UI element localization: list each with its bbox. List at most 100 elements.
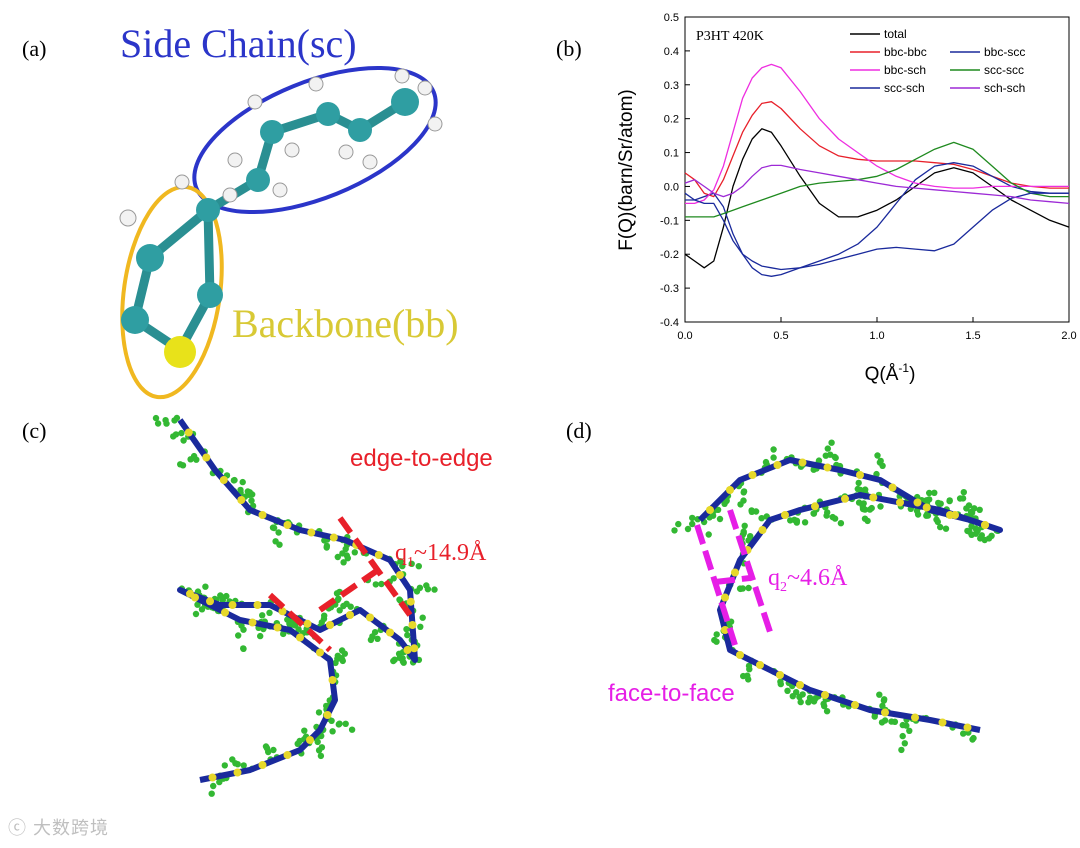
side-chain-label: Side Chain(sc) [120,21,357,66]
side-chain-atom [740,528,747,535]
side-chain-atom [351,549,358,556]
sulfur-atom [706,506,714,514]
sulfur-atom [773,461,782,469]
side-chain-atom [906,727,913,734]
side-chain-atom [748,508,755,515]
face-to-face-label: face-to-face [608,680,735,707]
side-chain-atom [926,489,933,497]
sulfur-atom [248,618,257,627]
side-chain-atom [956,495,964,502]
side-chain-atom [828,439,835,446]
y-tick-label: -0.2 [660,249,679,261]
side-chain-atom [328,717,335,724]
side-chain-atom [946,497,953,505]
side-chain-ellipse [192,65,438,215]
chart-xlabel-sup: -1 [898,361,909,375]
sulfur-atom [821,691,829,699]
side-chain-atom [899,732,906,740]
side-chain-atom [378,580,385,588]
side-chain-atom [762,458,770,466]
y-tick-label: 0.4 [664,46,679,58]
sulfur-atom [841,494,849,503]
side-chain-atom [877,457,884,465]
sulfur-atom [221,608,229,617]
sulfur-atom [406,597,415,606]
side-chain-atom [329,728,336,735]
side-chain-atom [338,647,346,654]
side-chain-atom [280,630,287,638]
side-chain-atom [342,545,349,553]
watermark: ⓒ 大数跨境 [8,814,109,840]
sulfur-atom [202,453,211,462]
sulfur-atom [981,521,989,529]
sulfur-atom [896,498,904,507]
y-tick-label: -0.4 [660,317,679,329]
chart-xlabel: Q(Å-1) [865,361,916,385]
sulfur-atom [283,751,292,759]
side-chain-atom [937,500,944,507]
side-chain-atom [770,446,777,453]
side-chain-atom [937,523,944,531]
side-chain-atom [177,461,184,468]
side-chain-atom [266,609,273,616]
sulfur-atom [736,651,744,659]
sulfur-atom [228,601,237,609]
legend-label: scc-sch [884,81,925,95]
side-chain-atom [876,691,883,698]
side-chain-atom [855,479,862,487]
side-chain-atom [824,509,831,516]
side-chain-atom [799,691,806,698]
sulfur-atom [726,486,734,494]
side-chain-atom [854,485,861,493]
x-tick-label: 0.0 [677,330,692,342]
side-chain-atom [154,420,162,427]
sulfur-atom [329,533,338,542]
chart-xlabel-main: Q(Å [865,364,899,385]
side-chain-atom [284,616,291,623]
panel-label-a: (a) [22,36,47,61]
side-chain-atom [721,500,728,507]
side-chain-atom [713,638,720,645]
sulfur-atom [396,571,404,579]
sulfur-atom [796,681,804,689]
sulfur-atom [258,761,267,769]
side-chain-atom [770,454,777,461]
sulfur-atom [184,428,193,437]
sulfur-atom [823,463,832,472]
sulfur-atom [164,336,196,368]
sulfur-atom [721,593,729,602]
side-chain-atom [878,719,886,726]
y-tick-label: 0.3 [664,80,679,92]
q2-sub: 2 [780,579,787,595]
sulfur-atom [748,471,757,479]
side-chain-atom [824,445,831,452]
chart-series [684,63,1070,277]
side-chain-atom [689,514,696,522]
panel-label-d: (d) [566,418,592,443]
side-chain-atom [317,752,325,760]
side-chain-atom [240,626,247,633]
side-chain-atom [339,550,346,557]
side-chain-atom [344,555,351,562]
chart-legend: total bbc-bbc bbc-scc bbc-sch scc-scc scc-sch… [850,27,1025,95]
side-chain-atom [301,727,308,734]
side-chain-atom [758,515,765,522]
y-tick-label: 0.5 [664,12,679,24]
edge-to-edge-markers [267,516,413,653]
side-chain-atom [231,476,238,484]
side-chain-atom [831,515,839,522]
side-chain-atom [745,676,752,683]
side-chain-atom [942,525,950,532]
side-chain-atom [745,584,752,592]
side-chain-atom [229,756,236,763]
side-chain-atom [747,533,754,540]
series-line-total [684,128,1070,269]
sulfur-atom [258,511,267,519]
side-chain-atom [178,429,185,437]
sulfur-atom [776,671,784,679]
panel-label-c: (c) [22,418,47,443]
sulfur-atom [206,597,214,606]
side-chain-atom [257,632,264,640]
sulfur-atom [403,646,412,654]
side-chain-atom [239,478,246,486]
